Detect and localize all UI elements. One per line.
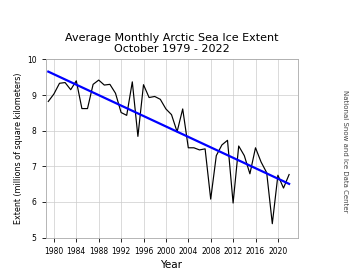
- X-axis label: Year: Year: [161, 260, 182, 270]
- Y-axis label: Extent (millions of square kilometers): Extent (millions of square kilometers): [14, 73, 23, 224]
- Title: Average Monthly Arctic Sea Ice Extent
October 1979 - 2022: Average Monthly Arctic Sea Ice Extent Oc…: [65, 33, 278, 55]
- Text: National Snow and Ice Data Center: National Snow and Ice Data Center: [342, 90, 348, 212]
